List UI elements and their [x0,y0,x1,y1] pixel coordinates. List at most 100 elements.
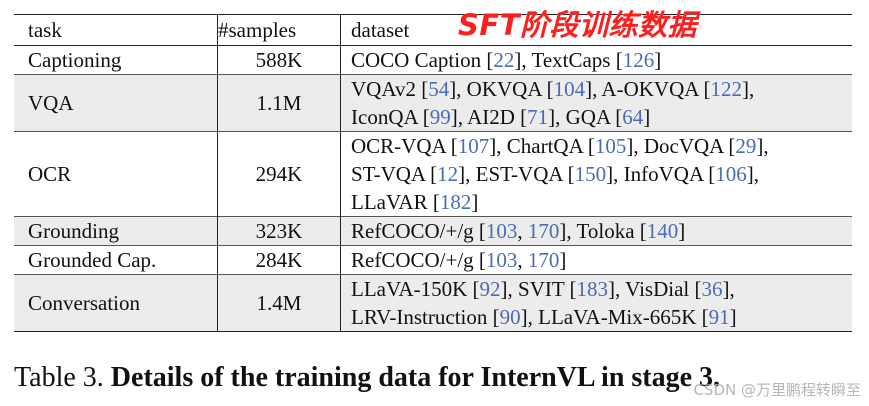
cell-samples: 588K [217,45,341,75]
dataset-text: ], LLaVA-Mix-665K [ [520,305,709,329]
watermark: CSDN @万里鹏程转瞬至 [693,381,861,399]
caption-label: Table 3. [14,362,104,393]
overlay-title: SFT阶段训练数据 [458,8,697,42]
citation-link[interactable]: 150 [574,162,607,186]
citation-link[interactable]: 105 [594,134,627,158]
citation-link[interactable]: 104 [553,77,586,101]
citation-link[interactable]: 183 [576,277,609,301]
dataset-text: ], VisDial [ [608,277,702,301]
dataset-text: LLaVA-150K [ [351,277,480,301]
citation-link[interactable]: 103 [485,219,518,243]
dataset-text: RefCOCO/+/g [ [351,248,486,272]
dataset-line: LLaVA-150K [92], SVIT [183], VisDial [36… [351,275,852,303]
dataset-text: ], SVIT [ [500,277,577,301]
citation-link[interactable]: 107 [457,134,490,158]
dataset-text: OCR-VQA [ [351,134,458,158]
dataset-line: RefCOCO/+/g [103, 170] [351,246,852,274]
citation-link[interactable]: 12 [437,162,459,186]
table-body: Captioning 588K COCO Caption [22], TextCap… [14,45,853,332]
dataset-line: COCO Caption [22], TextCaps [126] [351,46,852,74]
cell-samples: 1.4M [217,274,341,332]
citation-link[interactable]: 71 [527,105,549,129]
table-row: Conversation 1.4M LLaVA-150K [92], SVIT [1… [14,274,852,332]
cell-task: Grounded Cap. [28,248,157,272]
citation-link[interactable]: 103 [485,248,518,272]
dataset-text: ], DocVQA [ [626,134,736,158]
dataset-line: ST-VQA [12], EST-VQA [150], InfoVQA [106… [351,160,852,188]
dataset-text: ], AI2D [ [450,105,528,129]
header-task: task [28,18,62,42]
citation-link[interactable]: 99 [429,105,451,129]
dataset-text: ], [756,134,769,158]
header-samples: #samples [217,14,341,46]
table-row: Grounding 323K RefCOCO/+/g [103, 170], Tol… [14,216,853,246]
citation-link[interactable]: 122 [710,77,743,101]
citation-link[interactable]: 170 [527,248,560,272]
cell-dataset: COCO Caption [22], TextCaps [126] [341,46,853,75]
dataset-line: IconQA [99], AI2D [71], GQA [64] [351,103,852,131]
citation-link[interactable]: 22 [493,48,515,72]
dataset-text: ], ChartQA [ [489,134,595,158]
citation-link[interactable]: 90 [499,305,521,329]
cell-dataset: OCR-VQA [107], ChartQA [105], DocVQA [29… [341,132,853,217]
dataset-text: ], [722,277,735,301]
dataset-text: ], EST-VQA [ [458,162,575,186]
cell-dataset: RefCOCO/+/g [103, 170], Toloka [140] [341,217,853,246]
cell-task: Grounding [28,219,119,243]
dataset-text: ] [471,190,479,214]
cell-dataset: VQAv2 [54], OKVQA [104], A-OKVQA [122], I… [341,75,853,132]
cell-dataset: RefCOCO/+/g [103, 170] [341,246,853,275]
dataset-text: ], A-OKVQA [ [585,77,711,101]
cell-task: Conversation [28,291,140,315]
training-data-table: task #samples dataset Captioning 588K COCO… [14,14,852,332]
dataset-text: ], Toloka [ [559,219,647,243]
citation-link[interactable]: 106 [715,162,747,186]
dataset-text: ], [742,77,755,101]
dataset-text: ], InfoVQA [ [606,162,716,186]
cell-task: OCR [28,162,72,186]
cell-task: VQA [28,91,74,115]
citation-link[interactable]: 54 [428,77,450,101]
citation-link[interactable]: 36 [701,277,723,301]
caption-text: Details of the training data for InternV… [110,362,721,393]
table-row: Captioning 588K COCO Caption [22], TextCap… [14,45,853,75]
cell-samples: 323K [217,216,341,246]
dataset-text: ] [643,105,651,129]
dataset-text: IconQA [ [351,105,430,129]
dataset-text: ] [559,248,567,272]
citation-link[interactable]: 182 [439,190,472,214]
citation-link[interactable]: 64 [622,105,644,129]
table-header: task #samples dataset [14,14,852,46]
dataset-text: ] [678,219,686,243]
dataset-line: LRV-Instruction [90], LLaVA-Mix-665K [91… [351,303,852,331]
citation-link[interactable]: 170 [527,219,560,243]
dataset-text: ], GQA [ [548,105,623,129]
header-row: task #samples dataset [14,14,852,46]
dataset-text: ST-VQA [ [351,162,438,186]
dataset-text: ], [746,162,759,186]
dataset-line: VQAv2 [54], OKVQA [104], A-OKVQA [122], [351,75,852,103]
table-row: Grounded Cap. 284K RefCOCO/+/g [103, 170] [14,245,853,275]
dataset-text: ] [654,48,662,72]
citation-link[interactable]: 92 [479,277,501,301]
dataset-text: COCO Caption [ [351,48,494,72]
citation-link[interactable]: 91 [708,305,730,329]
dataset-text: RefCOCO/+/g [ [351,219,486,243]
table-row: OCR 294K OCR-VQA [107], ChartQA [105], Doc… [14,131,853,217]
cell-samples: 284K [217,245,341,275]
cell-samples: 1.1M [217,74,341,132]
dataset-text: , [517,219,528,243]
citation-link[interactable]: 126 [622,48,655,72]
header-dataset: dataset [351,18,410,42]
dataset-line: OCR-VQA [107], ChartQA [105], DocVQA [29… [351,132,852,160]
cell-task: Captioning [28,48,122,72]
citation-link[interactable]: 29 [735,134,757,158]
dataset-text: LRV-Instruction [ [351,305,500,329]
dataset-text: , [517,248,528,272]
dataset-text: LLaVAR [ [351,190,440,214]
citation-link[interactable]: 140 [646,219,679,243]
dataset-line: RefCOCO/+/g [103, 170], Toloka [140] [351,217,852,245]
dataset-text: VQAv2 [ [351,77,429,101]
dataset-line: LLaVAR [182] [351,188,852,216]
